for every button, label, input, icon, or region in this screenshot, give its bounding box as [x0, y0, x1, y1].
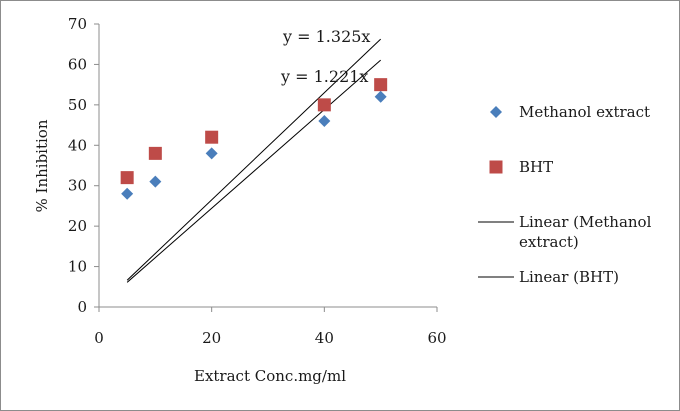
legend-label: BHT [519, 158, 553, 176]
y-tick-label: 60 [68, 55, 87, 73]
y-tick-label: 40 [68, 136, 87, 154]
trendline-0 [126, 59, 381, 283]
trendline-equations: y = 1.221x y = 1.325x [280, 27, 370, 86]
y-tick-label: 50 [68, 96, 87, 114]
data-points [120, 78, 388, 200]
data-point-square [205, 130, 219, 144]
data-point-square [120, 171, 134, 185]
legend-label: Methanol extract [519, 103, 650, 121]
trendlines [126, 38, 382, 283]
data-point-square [148, 146, 162, 160]
data-point-square [317, 98, 331, 112]
trendline-1 [126, 38, 382, 281]
y-tick-label: 70 [68, 15, 87, 33]
data-point-diamond [149, 175, 162, 188]
y-tick-label: 30 [68, 177, 87, 195]
x-tick-label: 0 [94, 329, 104, 347]
trendline-equation: y = 1.221x [280, 67, 368, 86]
y-axis-label: % Inhibition [33, 119, 51, 212]
data-point-diamond [374, 90, 387, 103]
legend: Methanol extract BHT Linear (Methanol extra… [478, 103, 652, 286]
x-tick-label: 60 [427, 329, 446, 347]
y-tick-label: 10 [68, 258, 87, 276]
x-axis-label: Extract Conc.mg/ml [194, 367, 346, 385]
data-point-diamond [318, 115, 331, 128]
trendline-equation: y = 1.325x [282, 27, 370, 46]
axes: 0 10 20 30 40 50 60 70 0 20 40 60 [68, 15, 447, 347]
y-tick-label: 0 [77, 298, 87, 316]
legend-symbol-square [489, 160, 503, 174]
x-tick-label: 20 [202, 329, 221, 347]
data-point-square [374, 78, 388, 92]
legend-label: Linear (Methanol [519, 213, 652, 231]
y-tick-label: 20 [68, 217, 87, 235]
legend-label: Linear (BHT) [519, 268, 619, 286]
data-point-diamond [205, 147, 218, 160]
data-point-diamond [121, 187, 134, 200]
x-tick-label: 40 [315, 329, 334, 347]
legend-label: extract) [519, 233, 579, 251]
legend-symbol-diamond [490, 106, 502, 118]
